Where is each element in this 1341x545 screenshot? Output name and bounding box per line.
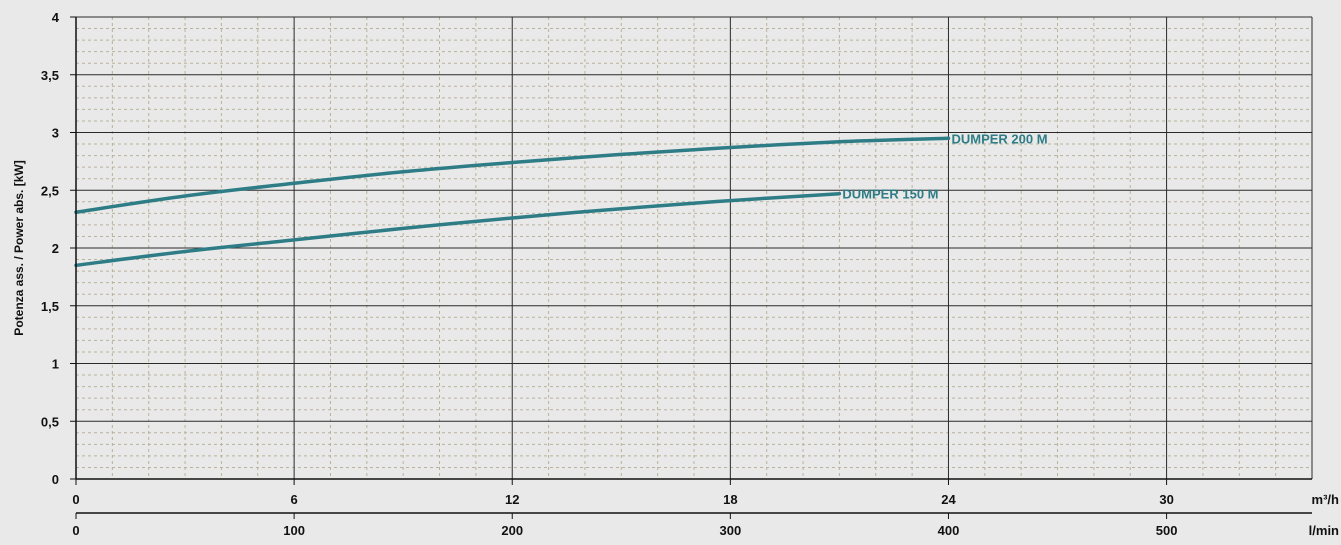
- y-tick-label: 3: [52, 126, 59, 141]
- y-tick-label: 0: [52, 472, 59, 487]
- secondary-x-tick-label: 400: [938, 523, 960, 538]
- secondary-x-tick-label: 300: [720, 523, 742, 538]
- series-line-dumper-150-m: [74, 191, 842, 268]
- y-tick-label: 1,5: [41, 299, 59, 314]
- series-line-dumper-200-m: [74, 136, 951, 214]
- y-tick-label: 2,5: [41, 183, 59, 198]
- secondary-x-tick-label: 200: [501, 523, 523, 538]
- series-layer: DUMPER 200 M DUMPER 150 M: [74, 131, 1048, 268]
- secondary-x-tick-label: 500: [1156, 523, 1178, 538]
- x-tick-label: 18: [723, 492, 737, 507]
- secondary-x-axis-unit: l/min: [1309, 523, 1339, 538]
- y-tick-label: 4: [52, 10, 60, 25]
- secondary-x-tick-label: 0: [72, 523, 79, 538]
- y-tick-label: 3,5: [41, 68, 59, 83]
- series-label-dumper-150-m: DUMPER 150 M: [842, 187, 938, 202]
- axes-layer: 0 0,5 1 1,5 2 2,5 3 3,5 4 0 6 12 18 24 30 m³/h 0 100 200 30…: [41, 10, 1339, 538]
- x-tick-label: 12: [505, 492, 519, 507]
- x-tick-label: 6: [291, 492, 298, 507]
- secondary-x-tick-label: 100: [283, 523, 305, 538]
- series-label-dumper-200-m: DUMPER 200 M: [951, 131, 1047, 146]
- y-tick-label: 0,5: [41, 414, 59, 429]
- x-axis-unit: m³/h: [1312, 492, 1340, 507]
- y-axis-label: Potenza ass. / Power abs. [kW]: [12, 160, 26, 335]
- x-tick-label: 0: [72, 492, 79, 507]
- x-tick-label: 24: [941, 492, 956, 507]
- x-tick-label: 30: [1159, 492, 1173, 507]
- y-tick-label: 2: [52, 241, 59, 256]
- y-tick-label: 1: [52, 357, 59, 372]
